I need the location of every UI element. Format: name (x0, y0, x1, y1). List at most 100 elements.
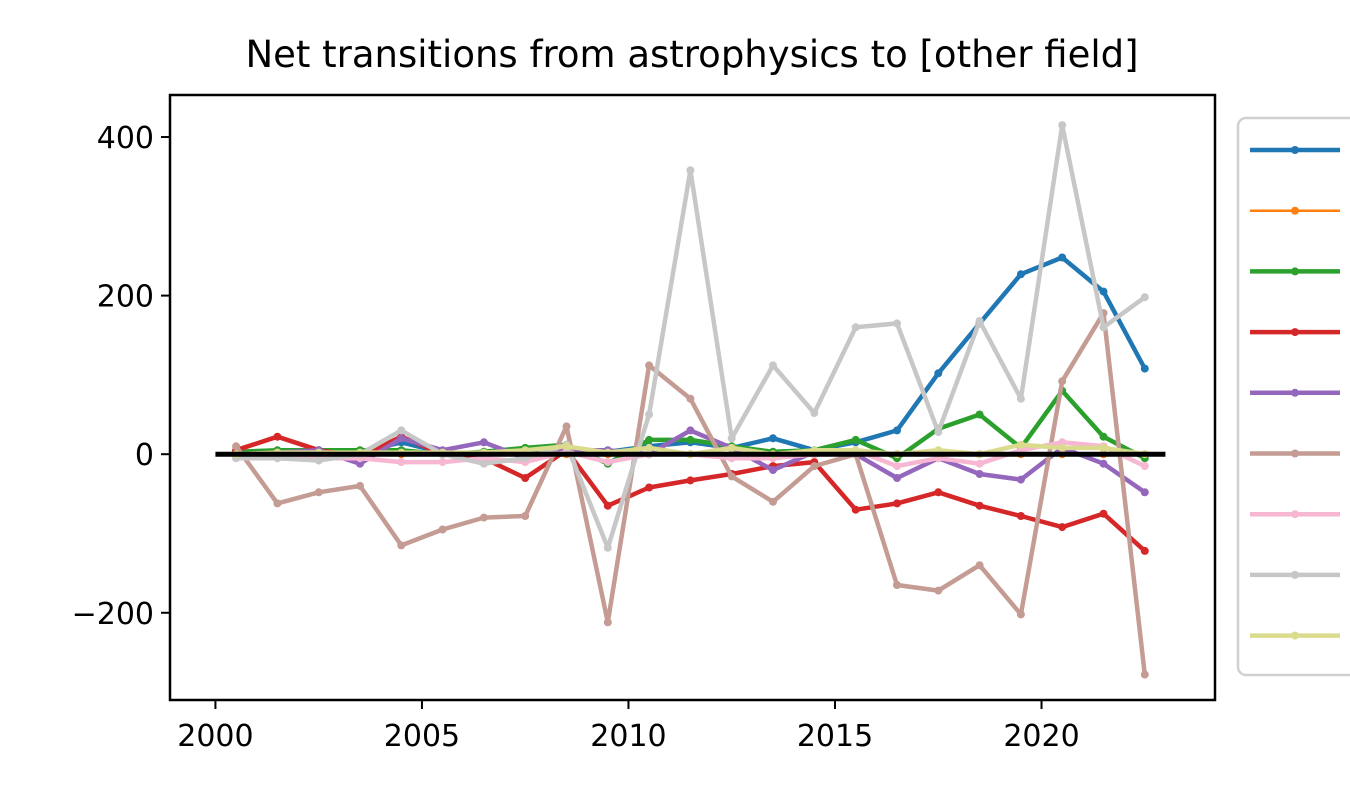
x-tick-label: 2015 (797, 719, 873, 754)
series-6 (232, 309, 1149, 679)
series-6-point (603, 618, 612, 627)
series-1-point (1140, 364, 1149, 373)
series-6-point (438, 525, 447, 534)
series-4-point (934, 488, 943, 497)
series-3-point (851, 435, 860, 444)
series-8-point (1016, 394, 1025, 403)
y-tick-label: 0 (135, 438, 154, 473)
series-5-point (479, 438, 488, 447)
series-8-point (769, 361, 777, 370)
series-7-point (1058, 438, 1067, 447)
series-9-point (727, 443, 736, 452)
x-tick-label: 2000 (177, 719, 253, 754)
series-6-point (273, 499, 282, 508)
series-4-point (273, 432, 282, 441)
series-1-point (769, 434, 777, 443)
plot-area (215, 121, 1166, 679)
chart-title: Net transitions from astrophysics to [ot… (245, 33, 1138, 76)
axes-frame (168, 93, 1217, 702)
series-1-point (1058, 253, 1067, 262)
series-6-point (727, 472, 736, 481)
series-9-point (562, 442, 571, 451)
series-1-point (1016, 270, 1025, 279)
legend-swatch-marker (1291, 146, 1299, 154)
x-tick-label: 2010 (590, 719, 666, 754)
series-6-line (234, 310, 1148, 675)
series-8-point (851, 323, 860, 332)
series-9-point (1099, 443, 1108, 452)
series-4-point (975, 501, 984, 510)
series-8-point (479, 459, 488, 468)
series-6-point (479, 513, 488, 522)
legend-swatch-marker (1291, 631, 1299, 640)
legend-swatch-marker (1291, 328, 1299, 337)
series-8 (232, 121, 1149, 552)
series-5-point (1140, 488, 1149, 497)
y-tick-label: 400 (97, 121, 154, 156)
series-8-point (1099, 323, 1108, 332)
series-9-point (1016, 440, 1025, 449)
series-5-point (686, 426, 695, 435)
series-5-point (893, 474, 901, 482)
series-1-point (1099, 287, 1108, 296)
series-6-point (1140, 670, 1149, 679)
series-6-point (1058, 377, 1067, 386)
legend-swatch-marker (1291, 267, 1299, 276)
series-7-point (893, 462, 901, 471)
series-8-point (934, 428, 943, 436)
series-6-point (314, 488, 323, 497)
series-9-point (645, 443, 654, 452)
series-4-point (1058, 523, 1067, 532)
series-1-point (893, 426, 901, 435)
series-8-point (1058, 121, 1067, 130)
series-5-point (397, 434, 406, 443)
legend-swatch-marker (1291, 206, 1299, 215)
series-4-point (1099, 509, 1108, 518)
series-4-point (686, 476, 695, 485)
y-tick-label: −200 (72, 597, 154, 632)
series-4-point (645, 483, 654, 492)
series-7-point (603, 458, 612, 467)
series-8-point (810, 409, 819, 417)
series-6-point (397, 541, 406, 550)
series-6-point (1016, 610, 1025, 619)
series-6-point (232, 442, 241, 451)
series-8-point (975, 317, 984, 325)
series-8-point (603, 543, 612, 552)
series-4-point (851, 505, 860, 514)
series-5-point (356, 459, 364, 468)
series-5-point (1099, 459, 1108, 468)
series-7-point (438, 458, 447, 467)
series-8-point (397, 426, 406, 435)
series-8-point (1140, 293, 1149, 302)
series-7-point (975, 459, 984, 468)
series-6-point (356, 481, 364, 490)
series-6-point (893, 581, 901, 589)
legend-swatch-marker (1291, 570, 1299, 579)
series-5-point (769, 466, 777, 475)
series-9-point (1058, 443, 1067, 452)
y-tick-label: 200 (97, 280, 154, 315)
series-3-point (645, 435, 654, 444)
series-5-point (1016, 475, 1025, 484)
series-6-point (810, 462, 819, 471)
series-8-point (314, 456, 323, 465)
x-tick-label: 2005 (384, 719, 460, 754)
series-6-point (521, 512, 530, 520)
series-6-point (645, 361, 654, 370)
series-7-point (397, 458, 406, 467)
series-7-point (1140, 462, 1149, 471)
series-4-point (1016, 512, 1025, 520)
series-8-point (727, 434, 736, 443)
series-4-point (603, 501, 612, 510)
series-5-point (975, 470, 984, 478)
series-3-point (1099, 432, 1108, 441)
series-3-point (975, 410, 984, 419)
series-1-point (934, 369, 943, 378)
series-6-point (769, 497, 777, 506)
series-4-point (893, 499, 901, 508)
series-6-point (686, 394, 695, 403)
legend-swatch-marker (1291, 510, 1299, 519)
series-6-point (975, 561, 984, 570)
